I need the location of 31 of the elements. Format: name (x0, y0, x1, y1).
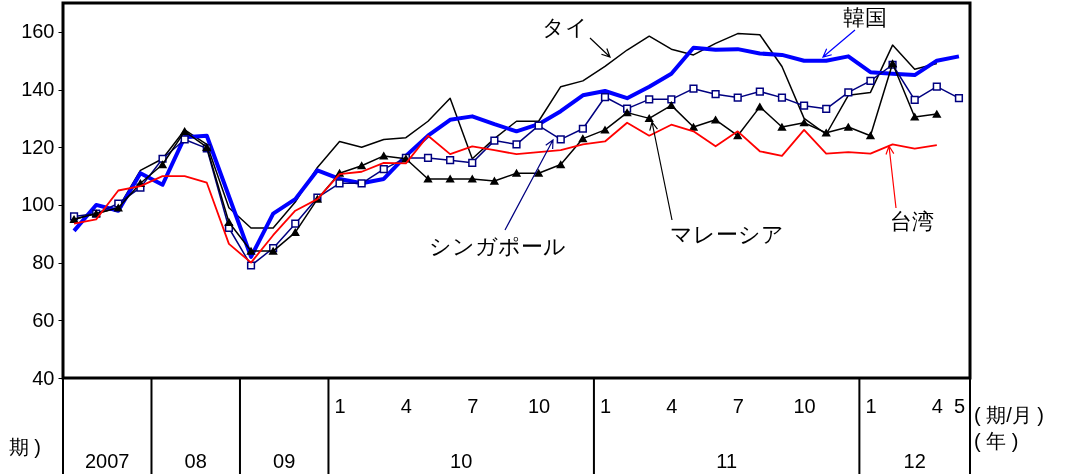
text: 期 ) (8, 436, 41, 458)
text: 11 (716, 450, 738, 472)
y-tick-label: 120 (21, 135, 55, 158)
x-tick-label: 10 (793, 394, 816, 417)
text: 2007 (84, 450, 130, 472)
y-tick-label: 60 (32, 308, 55, 331)
series-label: タイ (542, 15, 588, 40)
x-tick-label: 4 (666, 394, 678, 417)
text: 08 (184, 450, 207, 472)
text: マレーシア (670, 222, 784, 247)
x-tick-label: 4 (400, 394, 412, 417)
x-tick-label: 4 (931, 394, 943, 417)
x-tick-label: 1 (599, 394, 612, 417)
x-tick-label: 10 (528, 394, 551, 417)
text: 10 (450, 450, 473, 472)
text: 12 (903, 450, 926, 472)
text: 台湾 (890, 209, 934, 234)
x-tick-label: 1 (865, 394, 877, 417)
text: 09 (273, 450, 296, 472)
series-label: 韓国 (843, 5, 887, 30)
y-tick-label: 140 (21, 78, 55, 101)
x-tick-label: 7 (732, 394, 744, 417)
y-tick-label: 160 (21, 20, 55, 43)
text: シンガポール (428, 234, 566, 259)
x-axis-title: ( 期/月 ) ( 年 ) (974, 404, 1044, 452)
x-tick-label: 1 (334, 394, 346, 417)
y-tick-label: 40 (32, 366, 55, 389)
y-tick-label: 100 (21, 193, 55, 216)
x-tick-label: 7 (467, 394, 479, 417)
x-tick-label: 5 (953, 394, 965, 417)
y-tick-label: 80 (32, 251, 55, 274)
